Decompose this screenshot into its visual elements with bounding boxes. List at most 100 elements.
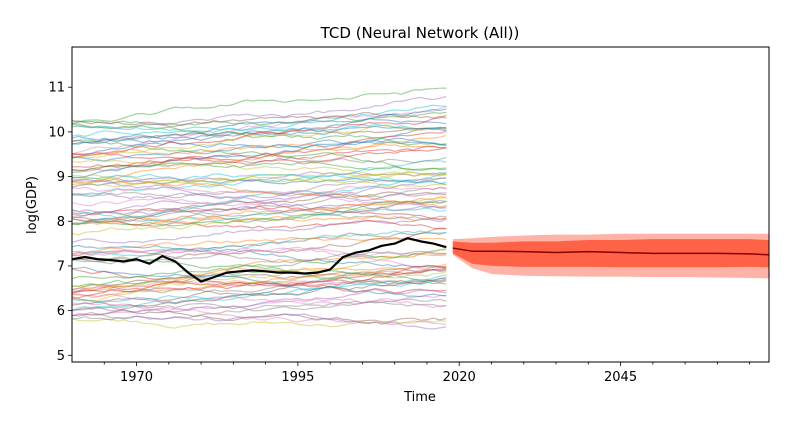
background-series-line [72, 251, 447, 280]
background-series-line [72, 114, 447, 156]
background-series-line [72, 207, 447, 223]
background-series-line [72, 214, 447, 227]
background-series-line [72, 186, 447, 225]
background-series-line [72, 173, 447, 185]
forecast-inner-band [452, 239, 769, 268]
background-series-line [72, 249, 447, 265]
background-series-line [72, 106, 447, 155]
background-series-line [72, 146, 447, 160]
background-series-line [72, 177, 447, 217]
background-series-line [72, 277, 447, 317]
background-series-line [72, 178, 447, 208]
background-series-line [72, 177, 447, 188]
y-axis-title: log(GDP) [25, 176, 40, 234]
background-series-line [72, 231, 447, 263]
background-series-line [72, 227, 447, 257]
background-series-line [72, 160, 447, 196]
y-tick-label: 8 [57, 215, 65, 230]
background-series-line [72, 277, 447, 311]
background-series-line [72, 199, 447, 224]
background-series-line [72, 179, 447, 211]
background-series-line [72, 306, 447, 323]
y-tick-label: 7 [57, 259, 65, 274]
background-series-line [72, 266, 447, 298]
background-series-line [72, 143, 447, 158]
background-series-line [72, 197, 447, 236]
background-series-line [72, 293, 447, 309]
background-series-line [72, 247, 447, 288]
background-series-line [72, 126, 447, 145]
background-series-line [72, 295, 447, 317]
background-series-line [72, 111, 447, 127]
background-series-line [72, 139, 447, 162]
background-series-line [72, 172, 447, 188]
x-tick-label: 1995 [281, 370, 314, 385]
background-series-line [72, 267, 447, 295]
x-tick-label: 1970 [120, 370, 153, 385]
x-tick-label: 2045 [604, 370, 637, 385]
background-series-line [72, 244, 447, 269]
background-series-line [72, 268, 447, 294]
background-series-line [72, 279, 447, 306]
background-series-line [72, 87, 447, 125]
background-series-line [72, 174, 447, 188]
x-axis-title: Time [403, 390, 436, 405]
x-tick-label: 2020 [443, 370, 476, 385]
background-series-line [72, 267, 447, 291]
background-series-line [72, 264, 447, 299]
background-series-line [72, 263, 447, 297]
background-series-line [72, 253, 447, 294]
background-series-line [72, 302, 447, 326]
background-series-line [72, 125, 447, 146]
background-series-line [72, 274, 447, 304]
background-series-line [72, 134, 447, 186]
background-series-line [72, 218, 447, 230]
background-series-line [72, 195, 447, 225]
background-series-line [72, 204, 447, 216]
plot-area [72, 87, 769, 330]
background-series-line [72, 271, 447, 302]
background-series-line [72, 139, 447, 171]
y-tick-label: 9 [57, 170, 65, 185]
background-series-line [72, 171, 447, 183]
background-series-line [72, 156, 447, 173]
background-series-line [72, 135, 447, 149]
background-series-line [72, 266, 447, 294]
background-series-line [72, 269, 447, 288]
background-series-line [72, 185, 447, 207]
background-series-line [72, 298, 447, 321]
background-series-line [72, 108, 447, 145]
plot-frame [71, 46, 770, 363]
background-series-line [72, 190, 447, 202]
background-series-line [72, 124, 447, 159]
background-series-line [72, 205, 447, 221]
background-series-line [72, 236, 447, 255]
background-series-line [72, 246, 447, 257]
background-series-line [72, 111, 447, 127]
y-tick-label: 10 [48, 125, 65, 140]
background-series-line [72, 318, 447, 329]
background-series-line [72, 171, 447, 225]
background-series-line [72, 247, 447, 272]
background-series-line [72, 230, 447, 257]
background-series-line [72, 125, 447, 145]
background-series-line [72, 191, 447, 222]
background-series-line [72, 200, 447, 227]
y-tick-label: 6 [57, 304, 65, 319]
background-series-line [72, 158, 447, 176]
background-series-line [72, 279, 447, 291]
y-tick-label: 11 [48, 81, 65, 96]
background-series-line [72, 95, 447, 130]
y-axis: 5 6 7 8 9 10 11 [48, 81, 72, 364]
forecast-median-line [452, 247, 769, 256]
y-tick-label: 5 [57, 349, 65, 364]
background-series-line [72, 268, 447, 294]
highlight-series-line [72, 237, 447, 283]
background-series-line [72, 145, 447, 168]
background-series-line [72, 288, 447, 313]
background-series-line [72, 171, 447, 185]
background-series-line [72, 117, 447, 159]
background-series-line [72, 177, 447, 199]
background-series-line [72, 210, 447, 223]
